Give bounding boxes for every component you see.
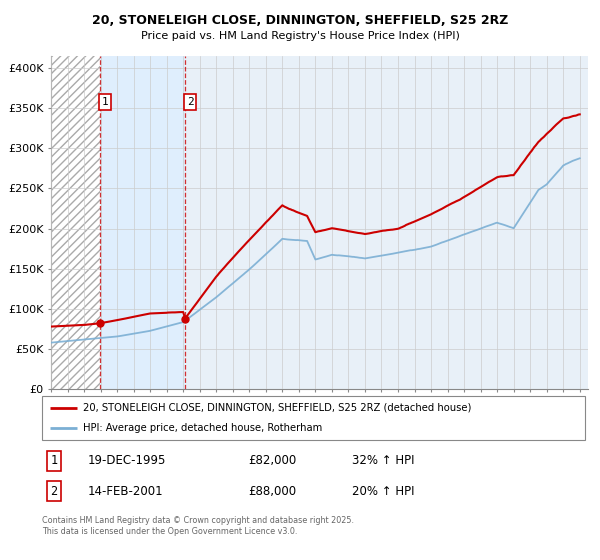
Text: 2: 2 (187, 97, 193, 107)
Text: £88,000: £88,000 (248, 485, 296, 498)
Text: 20% ↑ HPI: 20% ↑ HPI (352, 485, 414, 498)
FancyBboxPatch shape (42, 396, 585, 440)
Text: 1: 1 (50, 454, 57, 468)
Bar (51, 56, 100, 389)
Text: 2: 2 (50, 485, 57, 498)
Text: 20, STONELEIGH CLOSE, DINNINGTON, SHEFFIELD, S25 2RZ (detached house): 20, STONELEIGH CLOSE, DINNINGTON, SHEFFI… (83, 403, 471, 413)
Text: 1: 1 (101, 97, 108, 107)
Text: 20, STONELEIGH CLOSE, DINNINGTON, SHEFFIELD, S25 2RZ: 20, STONELEIGH CLOSE, DINNINGTON, SHEFFI… (92, 14, 508, 27)
Text: Price paid vs. HM Land Registry's House Price Index (HPI): Price paid vs. HM Land Registry's House … (140, 31, 460, 41)
Text: 19-DEC-1995: 19-DEC-1995 (88, 454, 167, 468)
Text: £82,000: £82,000 (248, 454, 296, 468)
Text: HPI: Average price, detached house, Rotherham: HPI: Average price, detached house, Roth… (83, 423, 322, 433)
Text: Contains HM Land Registry data © Crown copyright and database right 2025.
This d: Contains HM Land Registry data © Crown c… (42, 516, 354, 536)
Text: 14-FEB-2001: 14-FEB-2001 (88, 485, 164, 498)
Text: 32% ↑ HPI: 32% ↑ HPI (352, 454, 414, 468)
Bar (100, 56, 185, 389)
